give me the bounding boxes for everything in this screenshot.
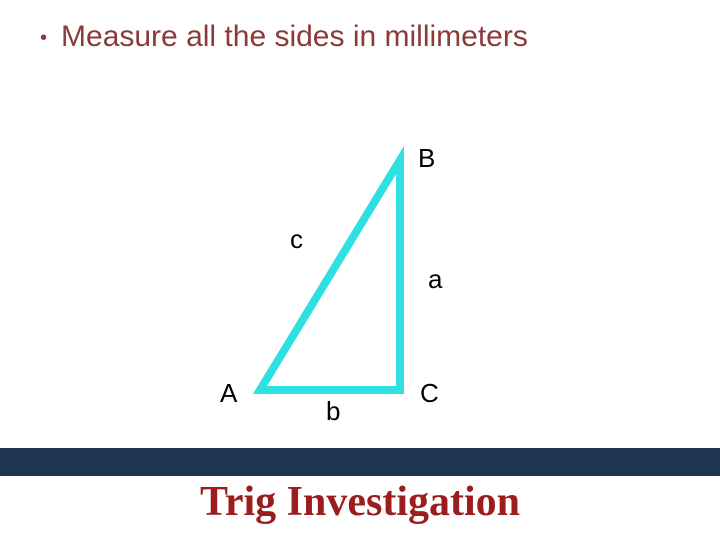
slide: • Measure all the sides in millimeters B… <box>0 0 720 540</box>
footer-band <box>0 448 720 476</box>
slide-title: Trig Investigation <box>0 478 720 526</box>
side-label-b: b <box>326 396 340 427</box>
side-label-a: a <box>428 264 442 295</box>
vertex-label-C: C <box>420 378 439 409</box>
side-label-c: c <box>290 224 303 255</box>
right-triangle <box>260 160 400 390</box>
vertex-label-B: B <box>418 143 435 174</box>
vertex-label-A: A <box>220 378 237 409</box>
